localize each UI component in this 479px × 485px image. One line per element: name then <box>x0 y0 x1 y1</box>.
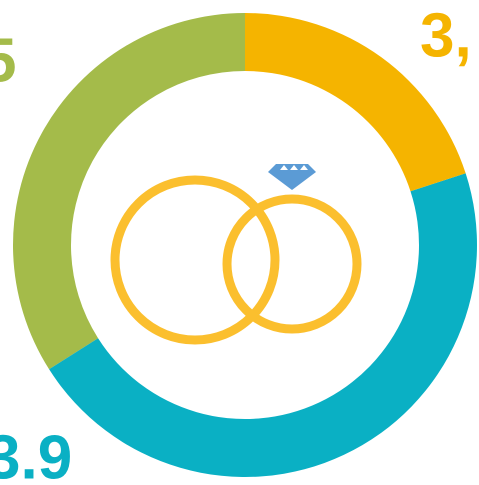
segment-label: 3, <box>420 1 472 70</box>
donut-segment <box>12 13 245 370</box>
diamond-facets <box>280 165 308 170</box>
donut-segment <box>245 13 466 192</box>
segment-label: 3.9 <box>0 423 72 485</box>
diamond-icon <box>268 164 316 190</box>
segment-label: 5 <box>0 26 16 95</box>
donut-segment <box>49 173 478 478</box>
rings-icon <box>110 175 362 345</box>
